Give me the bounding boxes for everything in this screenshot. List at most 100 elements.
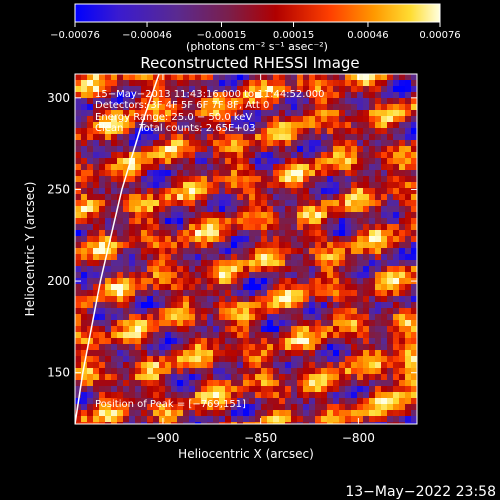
heatmap-cell xyxy=(303,170,309,176)
heatmap-cell xyxy=(369,86,375,92)
heatmap-cell xyxy=(213,326,219,332)
heatmap-cell xyxy=(291,140,297,146)
heatmap-cell xyxy=(285,80,291,86)
heatmap-cell xyxy=(237,212,243,218)
heatmap-cell xyxy=(165,92,171,98)
heatmap-cell xyxy=(243,254,249,260)
heatmap-cell xyxy=(141,98,147,104)
heatmap-cell xyxy=(333,86,339,92)
heatmap-cell xyxy=(147,134,153,140)
heatmap-cell xyxy=(369,146,375,152)
heatmap-cell xyxy=(147,80,153,86)
heatmap-cell xyxy=(105,242,111,248)
heatmap-cell xyxy=(153,74,159,80)
heatmap-cell xyxy=(111,344,117,350)
heatmap-cell xyxy=(99,278,105,284)
heatmap-cell xyxy=(315,320,321,326)
heatmap-cell xyxy=(189,350,195,356)
heatmap-cell xyxy=(303,134,309,140)
heatmap-cell xyxy=(279,416,285,422)
heatmap-cell xyxy=(225,236,231,242)
heatmap-cell xyxy=(165,206,171,212)
heatmap-cell xyxy=(93,128,99,134)
heatmap-cell xyxy=(333,110,339,116)
heatmap-cell xyxy=(303,374,309,380)
heatmap-cell xyxy=(195,308,201,314)
heatmap-cell xyxy=(99,302,105,308)
heatmap-cell xyxy=(327,92,333,98)
heatmap-cell xyxy=(159,362,165,368)
heatmap-cell xyxy=(75,248,81,254)
heatmap-cell xyxy=(147,158,153,164)
heatmap-cell xyxy=(363,110,369,116)
heatmap-cell xyxy=(411,392,417,398)
heatmap-cell xyxy=(75,314,81,320)
heatmap-cell xyxy=(327,308,333,314)
heatmap-cell xyxy=(231,254,237,260)
heatmap-cell xyxy=(111,338,117,344)
heatmap-cell xyxy=(351,104,357,110)
heatmap-cell xyxy=(303,344,309,350)
heatmap-cell xyxy=(285,296,291,302)
heatmap-cell xyxy=(315,224,321,230)
heatmap-cell xyxy=(375,272,381,278)
heatmap-cell xyxy=(93,164,99,170)
heatmap-cell xyxy=(141,188,147,194)
heatmap-cell xyxy=(99,170,105,176)
heatmap-cell xyxy=(141,326,147,332)
heatmap-cell xyxy=(177,236,183,242)
heatmap-cell xyxy=(315,332,321,338)
heatmap-cell xyxy=(285,368,291,374)
heatmap-cell xyxy=(117,236,123,242)
heatmap-cell xyxy=(309,302,315,308)
heatmap-cell xyxy=(201,338,207,344)
heatmap-cell xyxy=(195,224,201,230)
heatmap-cell xyxy=(405,302,411,308)
heatmap-cell xyxy=(171,350,177,356)
heatmap-cell xyxy=(357,134,363,140)
heatmap-cell xyxy=(213,116,219,122)
heatmap-cell xyxy=(387,350,393,356)
heatmap-cell xyxy=(81,326,87,332)
heatmap-cell xyxy=(105,80,111,86)
heatmap-cell xyxy=(225,338,231,344)
heatmap-cell xyxy=(201,146,207,152)
heatmap-cell xyxy=(285,230,291,236)
heatmap-cell xyxy=(123,254,129,260)
heatmap-cell xyxy=(369,350,375,356)
heatmap-cell xyxy=(201,110,207,116)
heatmap-cell xyxy=(147,200,153,206)
heatmap-cell xyxy=(195,98,201,104)
colorbar-tick-label: −0.00076 xyxy=(50,30,100,41)
heatmap-cell xyxy=(369,188,375,194)
heatmap-cell xyxy=(195,194,201,200)
heatmap-cell xyxy=(255,146,261,152)
heatmap-cell xyxy=(333,422,339,424)
heatmap-cell xyxy=(285,188,291,194)
heatmap-cell xyxy=(75,164,81,170)
heatmap-cell xyxy=(315,260,321,266)
heatmap-cell xyxy=(339,206,345,212)
heatmap-cell xyxy=(81,146,87,152)
heatmap-cell xyxy=(399,368,405,374)
heatmap-cell xyxy=(315,80,321,86)
heatmap-cell xyxy=(399,386,405,392)
heatmap-cell xyxy=(279,170,285,176)
heatmap-cell xyxy=(399,176,405,182)
heatmap-cell xyxy=(117,104,123,110)
heatmap-cell xyxy=(369,368,375,374)
heatmap-cell xyxy=(327,272,333,278)
heatmap-cell xyxy=(411,152,417,158)
heatmap-cell xyxy=(87,260,93,266)
heatmap-cell xyxy=(159,248,165,254)
heatmap-cell xyxy=(267,236,273,242)
heatmap-cell xyxy=(213,170,219,176)
heatmap-cell xyxy=(87,362,93,368)
heatmap-cell xyxy=(357,92,363,98)
heatmap-cell xyxy=(219,404,225,410)
heatmap-cell xyxy=(339,410,345,416)
heatmap-cell xyxy=(351,398,357,404)
heatmap-cell xyxy=(105,86,111,92)
heatmap-cell xyxy=(195,380,201,386)
heatmap-cell xyxy=(219,110,225,116)
